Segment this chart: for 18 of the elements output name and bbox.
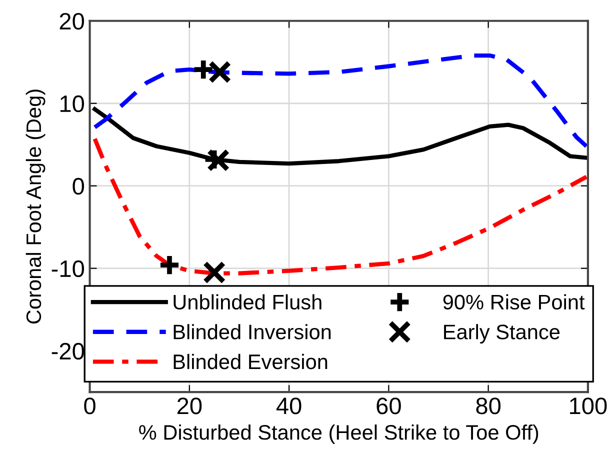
legend-label: Early Stance [444, 324, 560, 344]
y-tick-label: -20 [52, 342, 84, 360]
y-tick-label: 0 [72, 178, 84, 195]
legend-label: 90% Rise Point [443, 294, 585, 310]
x-tick-label: 80 [476, 398, 501, 414]
x-tick-label: 0 [84, 398, 96, 414]
legend-label: Blinded Inversion [174, 324, 331, 340]
legend-label: Blinded Eversion [174, 354, 328, 370]
x-tick-label: 40 [276, 398, 302, 414]
y-tick-label: 10 [60, 95, 84, 112]
x-tick-label: 60 [376, 398, 401, 414]
y-tick-label: -10 [52, 260, 84, 278]
x-tick-label: 20 [177, 398, 202, 414]
x-tick-label: 100 [570, 398, 607, 414]
x-axis-title: % Disturbed Stance (Heel Strike to Toe Off) [139, 424, 538, 444]
y-tick-label: 20 [60, 12, 84, 30]
y-axis-title: Coronal Foot Angle (Deg) [26, 90, 46, 324]
legend-label: Unblinded Flush [174, 294, 322, 310]
